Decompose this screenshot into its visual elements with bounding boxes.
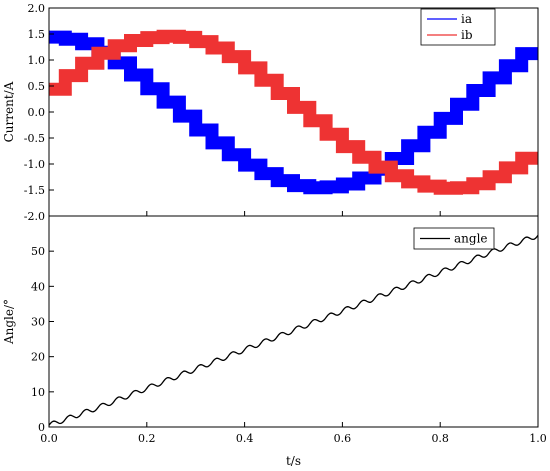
current-y-ticks: 2.0 1.5 1.0 0.5 0.0 -0.5 -1.0 -1.5 -2.0 <box>24 2 54 223</box>
current-y-axis-label: Current/A <box>2 81 16 142</box>
y-tick-label: 30 <box>31 316 45 329</box>
y-tick-label: 0.5 <box>28 80 46 93</box>
y-tick-label: 50 <box>31 245 45 258</box>
series-ia <box>49 30 538 195</box>
y-tick-label: 40 <box>31 280 45 293</box>
angle-legend: angle <box>413 227 495 250</box>
legend-label-angle: angle <box>454 232 488 246</box>
y-tick-label: 0.0 <box>28 106 46 119</box>
angle-y-ticks: 50 40 30 20 10 0 <box>31 215 54 434</box>
angle-panel: 50 40 30 20 10 0 0.0 0.2 0.4 0.6 0.8 1.0 Angle/° t… <box>2 215 547 468</box>
time-x-axis-label: t/s <box>286 454 301 468</box>
y-tick-label: -0.5 <box>24 132 45 145</box>
legend-box <box>420 8 496 46</box>
current-x-ticks <box>48 211 539 216</box>
current-series-group <box>49 29 538 195</box>
x-tick-label: 0.4 <box>236 432 254 445</box>
y-tick-label: 10 <box>31 386 45 399</box>
angle-x-ticks: 0.0 0.2 0.4 0.6 0.8 1.0 <box>40 422 547 445</box>
current-panel: 2.0 1.5 1.0 0.5 0.0 -0.5 -1.0 -1.5 -2.0 Current/… <box>2 2 539 223</box>
x-tick-label: 1.0 <box>529 432 547 445</box>
legend-label-ia: ia <box>461 12 472 26</box>
current-legend: ia ib <box>420 8 496 46</box>
x-tick-label: 0.2 <box>138 432 156 445</box>
series-ib <box>49 29 538 195</box>
legend-box <box>413 227 495 250</box>
y-tick-label: -1.5 <box>24 184 45 197</box>
y-tick-label: 1.5 <box>28 28 46 41</box>
series-ia-band <box>49 30 538 195</box>
y-tick-label: -2.0 <box>24 210 45 223</box>
x-tick-label: 0.6 <box>334 432 352 445</box>
series-ib-band <box>49 29 538 195</box>
legend-label-ib: ib <box>461 28 473 42</box>
y-tick-label: 1.0 <box>28 54 46 67</box>
angle-y-axis-label: Angle/° <box>2 299 16 345</box>
y-tick-label: -1.0 <box>24 158 45 171</box>
x-tick-label: 0.8 <box>431 432 449 445</box>
x-tick-label: 0.0 <box>40 432 58 445</box>
series-angle-line <box>48 234 539 426</box>
y-tick-label: 20 <box>31 351 45 364</box>
y-tick-label: 2.0 <box>28 2 46 15</box>
angle-series-group <box>48 234 539 426</box>
y-tick-label: 0 <box>38 421 45 434</box>
